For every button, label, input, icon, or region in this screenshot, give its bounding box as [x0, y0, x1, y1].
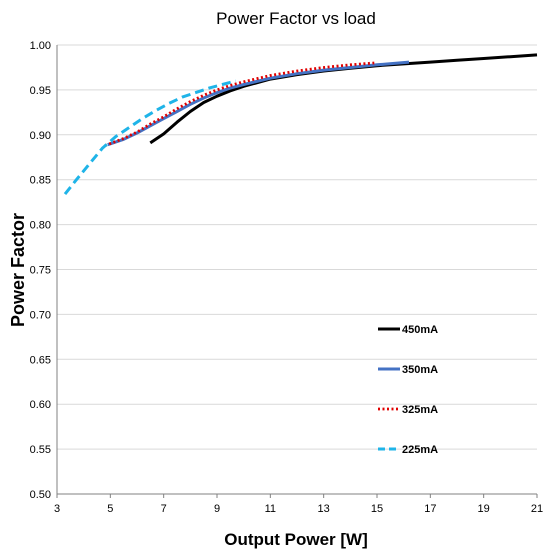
legend: 450mA 350mA 325mA 225mA: [378, 324, 438, 456]
x-tick-label: 3: [54, 503, 60, 515]
y-tick-label: 0.90: [30, 130, 51, 142]
chart-title: Power Factor vs load: [216, 9, 376, 28]
y-tick-label: 0.50: [30, 489, 51, 501]
y-tick-labels: 0.50 0.55 0.60 0.65 0.70 0.75 0.80 0.85 0.90 0.95…: [30, 40, 51, 501]
x-tick-label: 11: [265, 503, 276, 515]
x-tick-label: 13: [318, 503, 330, 515]
x-tick-label: 5: [107, 503, 113, 515]
y-tick-label: 0.80: [30, 220, 51, 232]
x-tick-labels: 3 5 7 9 11 13 15 17 19 21: [54, 494, 543, 515]
y-tick-label: 1.00: [30, 40, 51, 52]
x-axis-label: Output Power [W]: [224, 530, 368, 549]
x-tick-label: 7: [161, 503, 167, 515]
legend-label-450mA: 450mA: [402, 324, 438, 336]
y-tick-label: 0.70: [30, 309, 51, 321]
legend-label-225mA: 225mA: [402, 444, 438, 456]
y-axis-label: Power Factor: [8, 213, 28, 327]
legend-label-350mA: 350mA: [402, 364, 438, 376]
y-tick-label: 0.60: [30, 399, 51, 411]
y-tick-label: 0.95: [30, 85, 51, 97]
series-line-350mA: [107, 60, 410, 147]
y-tick-label: 0.85: [30, 175, 51, 187]
x-tick-label: 17: [424, 503, 436, 515]
x-tick-label: 21: [531, 503, 543, 515]
y-tick-label: 0.75: [30, 265, 51, 277]
x-tick-label: 9: [214, 503, 220, 515]
series-line-325mA: [104, 61, 375, 147]
series-lines: [63, 53, 538, 196]
gridlines: [57, 44, 537, 495]
y-tick-label: 0.65: [30, 354, 51, 366]
plot-frame: [56, 45, 537, 495]
x-tick-label: 19: [478, 503, 490, 515]
x-tick-label: 15: [371, 503, 383, 515]
legend-label-325mA: 325mA: [402, 404, 438, 416]
series-line-225mA: [63, 79, 237, 196]
y-tick-label: 0.55: [30, 444, 51, 456]
